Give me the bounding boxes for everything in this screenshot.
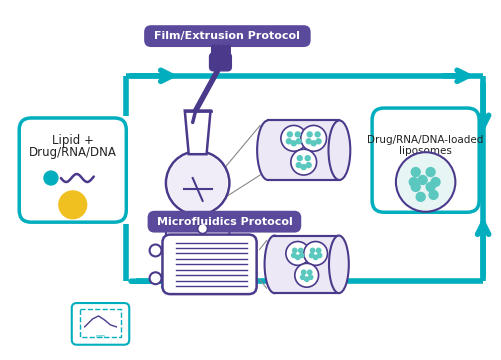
Circle shape — [296, 163, 301, 168]
Circle shape — [291, 149, 317, 175]
Circle shape — [411, 183, 420, 192]
Circle shape — [311, 141, 316, 146]
Circle shape — [296, 255, 300, 260]
Circle shape — [295, 132, 300, 137]
Circle shape — [416, 192, 425, 201]
Circle shape — [409, 177, 418, 186]
Circle shape — [150, 244, 161, 256]
Polygon shape — [268, 121, 339, 180]
Circle shape — [291, 141, 296, 146]
Circle shape — [429, 190, 438, 199]
Circle shape — [431, 177, 440, 186]
Circle shape — [150, 272, 161, 284]
Circle shape — [396, 152, 455, 212]
Circle shape — [166, 151, 229, 215]
FancyBboxPatch shape — [148, 211, 301, 233]
Circle shape — [287, 139, 291, 144]
Polygon shape — [275, 235, 339, 293]
Circle shape — [293, 248, 297, 253]
Circle shape — [307, 132, 312, 137]
Circle shape — [308, 270, 312, 274]
FancyBboxPatch shape — [209, 53, 231, 71]
Ellipse shape — [265, 235, 285, 293]
FancyBboxPatch shape — [226, 45, 230, 55]
Circle shape — [314, 255, 318, 260]
Circle shape — [311, 248, 315, 253]
Circle shape — [315, 132, 320, 137]
Circle shape — [296, 139, 301, 144]
Text: Drug/RNA/DNA: Drug/RNA/DNA — [29, 146, 117, 159]
Text: Lipid +: Lipid + — [52, 134, 94, 147]
Ellipse shape — [329, 121, 350, 180]
Circle shape — [295, 264, 319, 287]
FancyBboxPatch shape — [72, 303, 129, 345]
Circle shape — [317, 248, 321, 253]
Text: Film/Extrusion Protocol: Film/Extrusion Protocol — [154, 31, 300, 41]
Circle shape — [292, 253, 296, 258]
Bar — [80, 309, 121, 337]
Text: Microfluidics Protocol: Microfluidics Protocol — [156, 217, 292, 227]
FancyBboxPatch shape — [144, 25, 311, 47]
Circle shape — [426, 168, 435, 176]
Circle shape — [297, 156, 302, 161]
FancyBboxPatch shape — [221, 45, 225, 55]
Circle shape — [44, 171, 58, 185]
Circle shape — [168, 153, 227, 213]
FancyBboxPatch shape — [211, 45, 215, 55]
Circle shape — [305, 156, 310, 161]
Text: nm: nm — [96, 334, 106, 339]
Circle shape — [286, 242, 310, 265]
Circle shape — [59, 191, 87, 219]
Circle shape — [305, 277, 309, 282]
Circle shape — [306, 163, 311, 168]
Ellipse shape — [257, 121, 279, 180]
Circle shape — [318, 253, 322, 258]
Circle shape — [301, 275, 305, 279]
Circle shape — [301, 125, 327, 151]
Circle shape — [288, 132, 292, 137]
Circle shape — [300, 253, 304, 258]
Circle shape — [316, 139, 321, 144]
Circle shape — [309, 275, 313, 279]
Circle shape — [198, 224, 207, 234]
FancyBboxPatch shape — [162, 235, 257, 294]
Polygon shape — [185, 111, 210, 154]
Text: liposomes: liposomes — [399, 146, 452, 156]
Circle shape — [281, 125, 307, 151]
Circle shape — [306, 139, 311, 144]
Text: Drug/RNA/DNA-loaded: Drug/RNA/DNA-loaded — [367, 135, 484, 145]
FancyBboxPatch shape — [19, 118, 126, 222]
Circle shape — [411, 168, 420, 176]
Circle shape — [310, 253, 314, 258]
Circle shape — [426, 183, 435, 192]
Ellipse shape — [329, 235, 349, 293]
Circle shape — [301, 165, 306, 170]
Circle shape — [299, 248, 303, 253]
FancyBboxPatch shape — [372, 108, 479, 212]
Circle shape — [302, 270, 306, 274]
FancyBboxPatch shape — [216, 45, 220, 55]
Circle shape — [304, 242, 328, 265]
Circle shape — [418, 176, 427, 184]
FancyBboxPatch shape — [166, 220, 229, 238]
